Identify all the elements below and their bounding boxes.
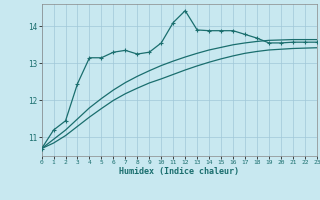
X-axis label: Humidex (Indice chaleur): Humidex (Indice chaleur)	[119, 167, 239, 176]
